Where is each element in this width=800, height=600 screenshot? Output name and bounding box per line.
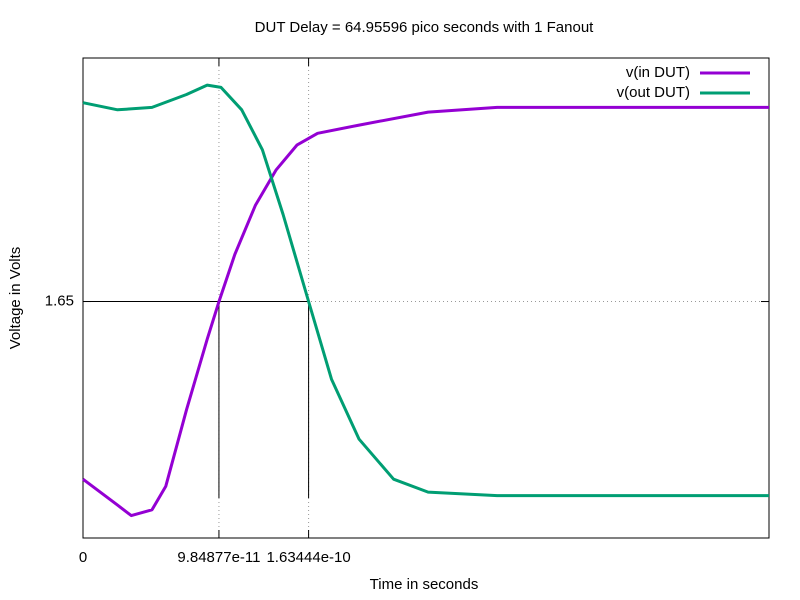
y-axis-label: Voltage in Volts (7, 247, 24, 350)
y-tick-label: 1.65 (45, 292, 74, 309)
legend-label: v(in DUT) (626, 64, 690, 81)
x-tick-label: 1.63444e-10 (266, 549, 350, 566)
plot-border (82, 57, 770, 539)
legend-label: v(out DUT) (617, 84, 690, 101)
x-tick-label: 0 (79, 549, 87, 566)
x-axis-label: Time in seconds (370, 576, 479, 593)
series-line (82, 83, 769, 498)
x-tick-label: 9.84877e-11 (177, 549, 260, 566)
series-line (82, 105, 769, 518)
chart-title: DUT Delay = 64.95596 pico seconds with 1… (255, 19, 595, 36)
